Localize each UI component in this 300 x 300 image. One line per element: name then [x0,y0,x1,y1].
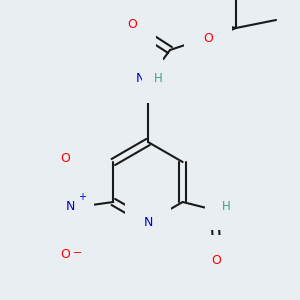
Text: N: N [143,215,153,229]
Text: O: O [60,152,70,166]
Text: O: O [212,254,222,266]
Text: H: H [154,71,162,85]
Text: N: N [66,200,75,214]
Text: −: − [73,248,82,258]
Text: O: O [60,248,70,262]
Text: H: H [222,200,231,212]
Text: O: O [203,32,213,44]
Text: O: O [127,17,137,31]
Text: N: N [135,71,145,85]
Text: +: + [78,192,86,202]
